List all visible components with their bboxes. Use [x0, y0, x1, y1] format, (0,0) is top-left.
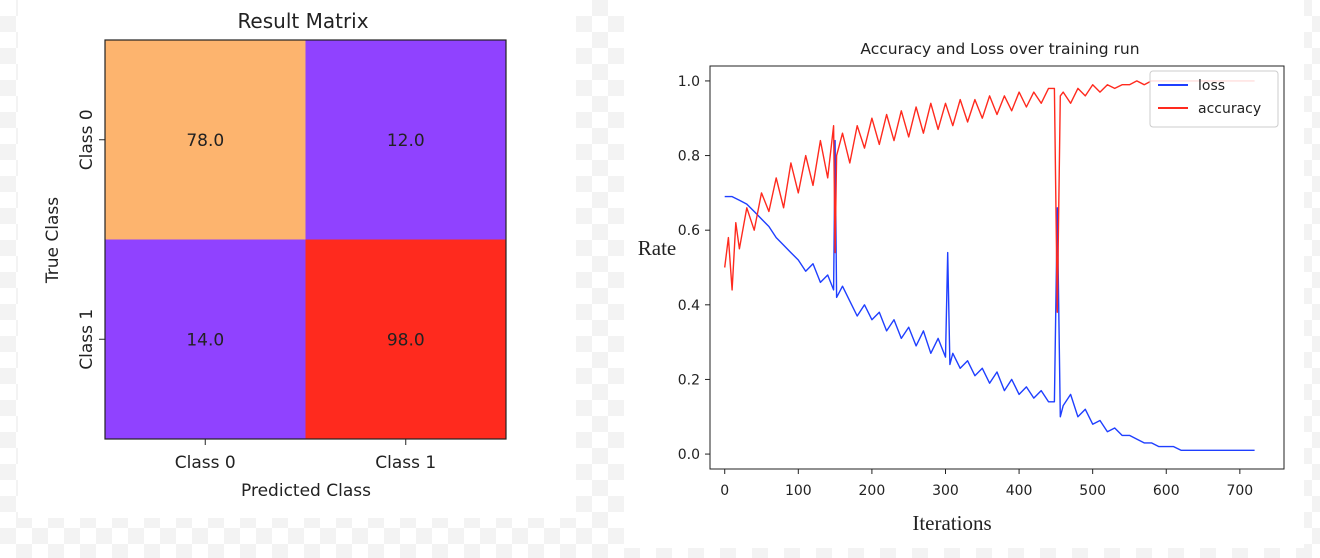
training-curve-chart: Accuracy and Loss over training run 0 100… [638, 40, 1285, 535]
matrix-cell-1-1 [305, 239, 506, 439]
x-tick-label: 600 [1153, 483, 1180, 499]
training-curve-panel: Accuracy and Loss over training run 0 100… [624, 0, 1304, 548]
legend: loss accuracy [1149, 70, 1279, 128]
loss-series-line [724, 139, 1255, 451]
plot-frame [709, 65, 1285, 470]
cell-value-label: 78.0 [186, 131, 224, 151]
x-tick-label: 700 [1226, 483, 1253, 499]
confusion-matrix-panel: Result Matrix 78.0 12.0 14.0 98.0 Class 0 Cl… [18, 0, 576, 518]
matrix-cell-1-0 [105, 239, 306, 439]
matrix-frame [104, 39, 507, 440]
cell-value-label: 14.0 [186, 330, 224, 350]
accuracy-legend-label: accuracy [1198, 101, 1261, 117]
y-axis-label: Rate [638, 236, 676, 260]
loss-legend-label: loss [1198, 78, 1225, 94]
confusion-matrix-chart: Result Matrix 78.0 12.0 14.0 98.0 Class 0 Cl… [43, 9, 507, 501]
cell-value-label: 12.0 [387, 131, 425, 151]
x-axis-label: Predicted Class [241, 481, 371, 501]
x-tick-label: Class 1 [375, 453, 436, 473]
matrix-cell-0-0 [105, 40, 306, 240]
y-tick-label: 0.2 [678, 372, 700, 388]
x-axis-label: Iterations [912, 511, 991, 535]
x-tick-label: 200 [859, 483, 886, 499]
x-tick-label: 0 [720, 483, 729, 499]
x-tick-label: 400 [1006, 483, 1033, 499]
chart-title: Result Matrix [237, 9, 368, 33]
y-axis-label: True Class [43, 197, 63, 284]
matrix-cell-0-1 [305, 40, 506, 240]
y-tick-label: Class 0 [77, 109, 97, 170]
x-tick-label: 500 [1079, 483, 1106, 499]
y-tick-label: Class 1 [77, 309, 97, 370]
y-tick-label: 0.0 [678, 447, 700, 463]
y-tick-label: 0.4 [678, 298, 700, 314]
y-tick-label: 0.6 [678, 223, 700, 239]
chart-title: Accuracy and Loss over training run [860, 40, 1139, 58]
x-tick-label: Class 0 [175, 453, 236, 473]
x-tick-label: 100 [785, 483, 812, 499]
y-tick-label: 1.0 [678, 74, 700, 90]
y-tick-label: 0.8 [678, 149, 700, 165]
x-tick-label: 300 [932, 483, 959, 499]
cell-value-label: 98.0 [387, 330, 425, 350]
